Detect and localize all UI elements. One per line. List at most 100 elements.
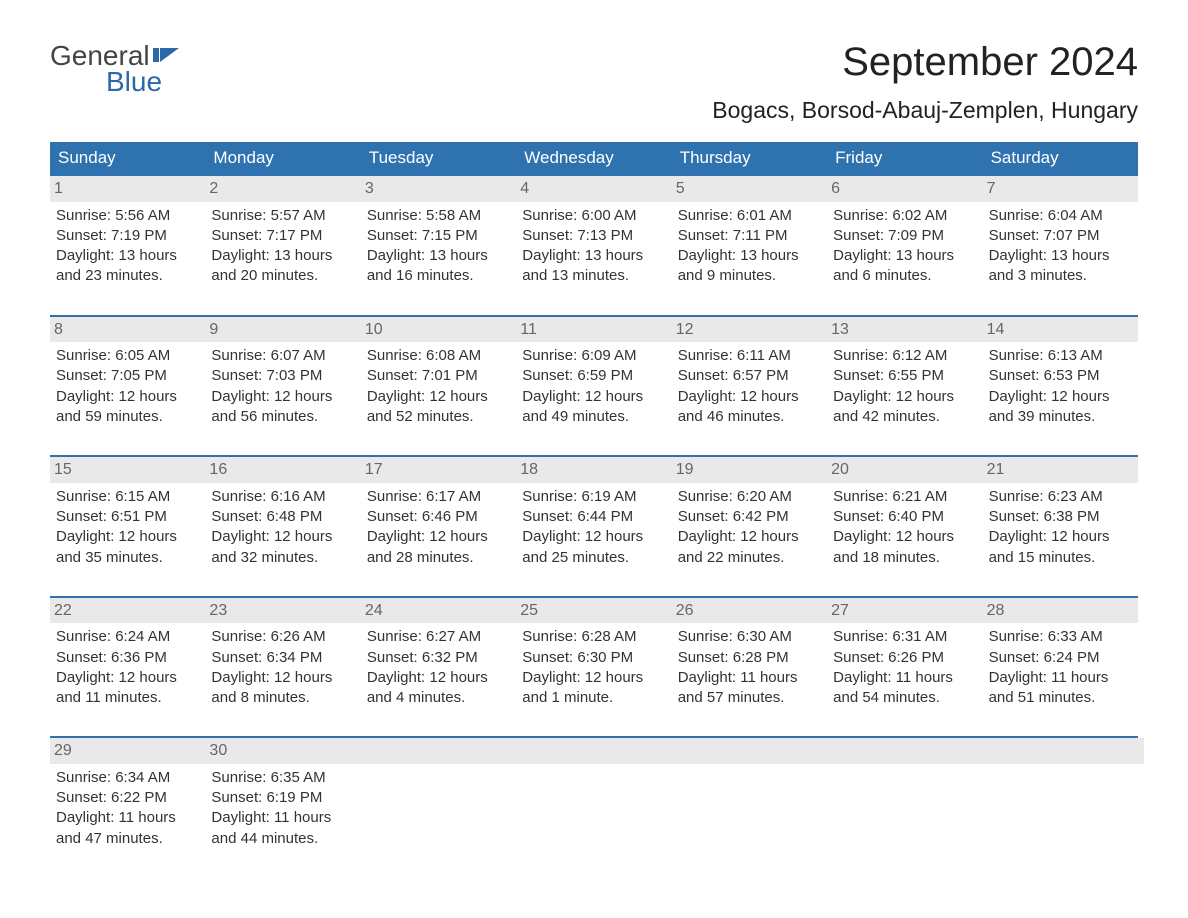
sunset-line: Sunset: 7:19 PM	[56, 226, 199, 246]
sunrise-line: Sunrise: 6:17 AM	[367, 487, 510, 507]
day-details: Sunrise: 6:30 AMSunset: 6:28 PMDaylight:…	[678, 627, 821, 708]
sunset-line: Sunset: 7:13 PM	[522, 226, 665, 246]
day-number: 30	[205, 738, 360, 764]
daylight-line: Daylight: 12 hours and 4 minutes.	[367, 668, 510, 709]
day-details: Sunrise: 6:05 AMSunset: 7:05 PMDaylight:…	[56, 346, 199, 427]
sunset-line: Sunset: 7:05 PM	[56, 366, 199, 386]
sunset-line: Sunset: 7:07 PM	[989, 226, 1132, 246]
empty-day-cell	[827, 736, 982, 865]
sunset-line: Sunset: 7:03 PM	[211, 366, 354, 386]
daylight-line: Daylight: 13 hours and 16 minutes.	[367, 246, 510, 287]
day-cell: 28Sunrise: 6:33 AMSunset: 6:24 PMDayligh…	[983, 596, 1138, 725]
sunrise-line: Sunrise: 5:56 AM	[56, 206, 199, 226]
logo: General Blue	[50, 40, 181, 98]
day-cell: 25Sunrise: 6:28 AMSunset: 6:30 PMDayligh…	[516, 596, 671, 725]
day-details: Sunrise: 6:33 AMSunset: 6:24 PMDaylight:…	[989, 627, 1132, 708]
day-number: 11	[516, 317, 671, 343]
sunset-line: Sunset: 6:28 PM	[678, 648, 821, 668]
sunset-line: Sunset: 7:11 PM	[678, 226, 821, 246]
day-number	[821, 738, 988, 764]
sunrise-line: Sunrise: 6:27 AM	[367, 627, 510, 647]
month-title: September 2024	[712, 40, 1138, 85]
daylight-line: Daylight: 12 hours and 11 minutes.	[56, 668, 199, 709]
sunrise-line: Sunrise: 5:57 AM	[211, 206, 354, 226]
sunrise-line: Sunrise: 6:24 AM	[56, 627, 199, 647]
day-cell: 7Sunrise: 6:04 AMSunset: 7:07 PMDaylight…	[983, 174, 1138, 303]
day-cell: 26Sunrise: 6:30 AMSunset: 6:28 PMDayligh…	[672, 596, 827, 725]
daylight-line: Daylight: 12 hours and 25 minutes.	[522, 527, 665, 568]
sunrise-line: Sunrise: 6:16 AM	[211, 487, 354, 507]
day-details: Sunrise: 6:20 AMSunset: 6:42 PMDaylight:…	[678, 487, 821, 568]
sunset-line: Sunset: 6:53 PM	[989, 366, 1132, 386]
sunset-line: Sunset: 6:55 PM	[833, 366, 976, 386]
sunset-line: Sunset: 6:32 PM	[367, 648, 510, 668]
sunset-line: Sunset: 6:19 PM	[211, 788, 354, 808]
day-details: Sunrise: 6:34 AMSunset: 6:22 PMDaylight:…	[56, 768, 199, 849]
day-number: 25	[516, 598, 671, 624]
day-cell: 22 Sunrise: 6:24 AMSunset: 6:36 PMDayligh…	[50, 596, 205, 725]
day-cell: 6Sunrise: 6:02 AMSunset: 7:09 PMDaylight…	[827, 174, 982, 303]
daylight-line: Daylight: 12 hours and 39 minutes.	[989, 387, 1132, 428]
daylight-line: Daylight: 13 hours and 23 minutes.	[56, 246, 199, 287]
day-cell: 24Sunrise: 6:27 AMSunset: 6:32 PMDayligh…	[361, 596, 516, 725]
sunrise-line: Sunrise: 6:28 AM	[522, 627, 665, 647]
sunrise-line: Sunrise: 6:35 AM	[211, 768, 354, 788]
sunrise-line: Sunrise: 6:30 AM	[678, 627, 821, 647]
day-cell: 12Sunrise: 6:11 AMSunset: 6:57 PMDayligh…	[672, 315, 827, 444]
sunset-line: Sunset: 7:17 PM	[211, 226, 354, 246]
weeks-container: 1Sunrise: 5:56 AMSunset: 7:19 PMDaylight…	[50, 174, 1138, 865]
sunrise-line: Sunrise: 6:01 AM	[678, 206, 821, 226]
daylight-line: Daylight: 12 hours and 18 minutes.	[833, 527, 976, 568]
sunset-line: Sunset: 7:15 PM	[367, 226, 510, 246]
day-details: Sunrise: 6:09 AMSunset: 6:59 PMDaylight:…	[522, 346, 665, 427]
day-details: Sunrise: 6:11 AMSunset: 6:57 PMDaylight:…	[678, 346, 821, 427]
day-cell: 15Sunrise: 6:15 AMSunset: 6:51 PMDayligh…	[50, 455, 205, 584]
day-cell: 11 Sunrise: 6:09 AMSunset: 6:59 PMDayligh…	[516, 315, 671, 444]
sunrise-line: Sunrise: 6:15 AM	[56, 487, 199, 507]
sunset-line: Sunset: 6:42 PM	[678, 507, 821, 527]
daylight-line: Daylight: 13 hours and 20 minutes.	[211, 246, 354, 287]
weekday-label: Tuesday	[361, 142, 516, 174]
sunset-line: Sunset: 6:26 PM	[833, 648, 976, 668]
daylight-line: Daylight: 12 hours and 28 minutes.	[367, 527, 510, 568]
daylight-line: Daylight: 12 hours and 32 minutes.	[211, 527, 354, 568]
weekday-label: Saturday	[983, 142, 1138, 174]
sunset-line: Sunset: 6:51 PM	[56, 507, 199, 527]
day-number: 10	[361, 317, 516, 343]
day-cell: 18Sunrise: 6:19 AMSunset: 6:44 PMDayligh…	[516, 455, 671, 584]
logo-word-blue: Blue	[106, 66, 181, 98]
sunrise-line: Sunrise: 6:26 AM	[211, 627, 354, 647]
day-details: Sunrise: 5:56 AMSunset: 7:19 PMDaylight:…	[56, 206, 199, 287]
sunrise-line: Sunrise: 6:23 AM	[989, 487, 1132, 507]
day-cell: 14Sunrise: 6:13 AMSunset: 6:53 PMDayligh…	[983, 315, 1138, 444]
day-details: Sunrise: 6:07 AMSunset: 7:03 PMDaylight:…	[211, 346, 354, 427]
weekday-label: Friday	[827, 142, 982, 174]
daylight-line: Daylight: 12 hours and 15 minutes.	[989, 527, 1132, 568]
day-details: Sunrise: 6:27 AMSunset: 6:32 PMDaylight:…	[367, 627, 510, 708]
day-cell: 9Sunrise: 6:07 AMSunset: 7:03 PMDaylight…	[205, 315, 360, 444]
sunrise-line: Sunrise: 6:33 AM	[989, 627, 1132, 647]
day-details: Sunrise: 6:35 AMSunset: 6:19 PMDaylight:…	[211, 768, 354, 849]
calendar-week: 15Sunrise: 6:15 AMSunset: 6:51 PMDayligh…	[50, 455, 1138, 584]
sunset-line: Sunset: 6:36 PM	[56, 648, 199, 668]
day-details: Sunrise: 6:31 AMSunset: 6:26 PMDaylight:…	[833, 627, 976, 708]
day-details: Sunrise: 6:15 AMSunset: 6:51 PMDaylight:…	[56, 487, 199, 568]
day-cell: 13Sunrise: 6:12 AMSunset: 6:55 PMDayligh…	[827, 315, 982, 444]
daylight-line: Daylight: 11 hours and 54 minutes.	[833, 668, 976, 709]
day-details: Sunrise: 6:04 AMSunset: 7:07 PMDaylight:…	[989, 206, 1132, 287]
daylight-line: Daylight: 13 hours and 13 minutes.	[522, 246, 665, 287]
sunrise-line: Sunrise: 6:05 AM	[56, 346, 199, 366]
daylight-line: Daylight: 13 hours and 3 minutes.	[989, 246, 1132, 287]
day-cell: 21Sunrise: 6:23 AMSunset: 6:38 PMDayligh…	[983, 455, 1138, 584]
empty-day-cell	[516, 736, 671, 865]
empty-day-cell	[672, 736, 827, 865]
day-number: 6	[827, 176, 982, 202]
day-number	[355, 738, 522, 764]
day-number: 22	[50, 598, 205, 624]
calendar-week: 8Sunrise: 6:05 AMSunset: 7:05 PMDaylight…	[50, 315, 1138, 444]
day-number: 13	[827, 317, 982, 343]
day-number: 23	[205, 598, 360, 624]
day-number: 19	[672, 457, 827, 483]
weekday-header-row: SundayMondayTuesdayWednesdayThursdayFrid…	[50, 142, 1138, 174]
day-details: Sunrise: 5:58 AMSunset: 7:15 PMDaylight:…	[367, 206, 510, 287]
